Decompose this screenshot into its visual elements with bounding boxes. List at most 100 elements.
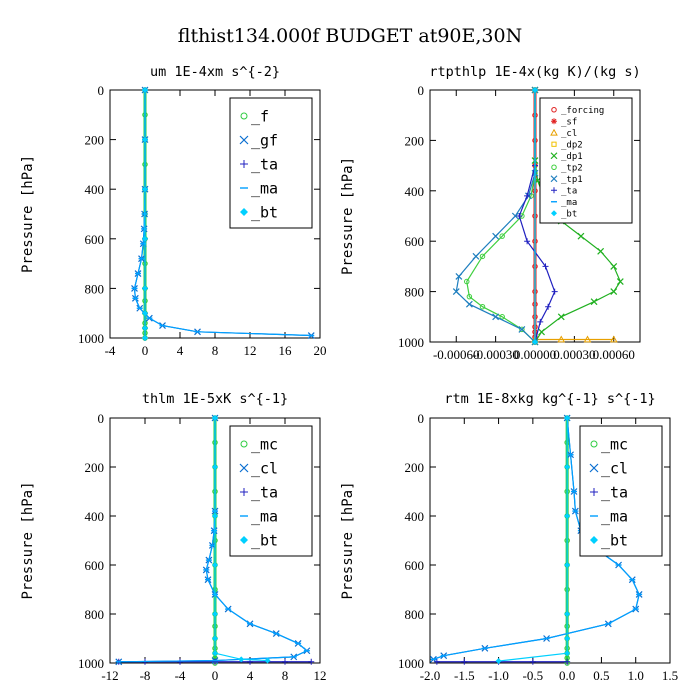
series-marker bbox=[499, 233, 505, 239]
series-marker bbox=[542, 263, 549, 270]
series-marker bbox=[240, 536, 248, 544]
series-marker bbox=[511, 212, 519, 220]
series-marker bbox=[472, 252, 480, 260]
y-tick-label: 1000 bbox=[78, 656, 104, 671]
legend-label: _cl bbox=[561, 129, 577, 139]
series-marker bbox=[551, 107, 557, 113]
series-marker bbox=[551, 288, 558, 295]
y-tick-label: 0 bbox=[418, 83, 425, 98]
legend: _f _gf _ta _ma _bt bbox=[229, 97, 313, 229]
series-marker bbox=[557, 313, 565, 321]
series-marker bbox=[212, 513, 218, 519]
y-axis-label: Pressure [hPa] bbox=[340, 157, 356, 275]
legend-label: _dp1 bbox=[561, 152, 583, 162]
series-marker bbox=[466, 293, 473, 300]
y-tick-label: 400 bbox=[405, 184, 425, 199]
y-tick-label: 200 bbox=[85, 460, 105, 475]
series-marker bbox=[551, 141, 557, 147]
x-tick-label: -8 bbox=[140, 668, 151, 683]
series-marker bbox=[212, 635, 218, 642]
series-marker bbox=[240, 208, 248, 216]
series-marker bbox=[308, 658, 315, 665]
x-tick-label: -1.5 bbox=[454, 668, 475, 683]
x-tick-label: -0.00030 bbox=[472, 347, 519, 362]
y-tick-label: 400 bbox=[85, 509, 105, 524]
x-tick-label: 4 bbox=[177, 343, 184, 358]
series-marker bbox=[142, 310, 148, 317]
series-marker bbox=[240, 112, 248, 120]
x-tick-label: 0.5 bbox=[593, 668, 609, 683]
legend-label: _ma bbox=[601, 507, 628, 525]
series-marker bbox=[550, 152, 558, 160]
y-axis-label: Pressure [hPa] bbox=[20, 155, 36, 273]
legend: _mc _cl _ta _ma _bt bbox=[229, 425, 313, 557]
series-marker bbox=[564, 415, 571, 421]
series-marker bbox=[239, 135, 249, 145]
x-tick-label: 1.5 bbox=[662, 668, 678, 683]
y-tick-label: 0 bbox=[418, 411, 425, 426]
panel-subtitle: rtm 1E-8xkg kg^{-1} s^{-1} bbox=[444, 391, 655, 407]
legend-label: _tp2 bbox=[561, 163, 583, 173]
y-tick-label: 1000 bbox=[78, 331, 104, 346]
series-marker bbox=[545, 303, 552, 310]
legend-label: _ta bbox=[601, 483, 628, 501]
series-marker bbox=[590, 488, 598, 496]
series-marker bbox=[589, 463, 599, 473]
legend-label: _f bbox=[251, 107, 269, 125]
series-marker bbox=[577, 232, 585, 240]
legend-label: _sf bbox=[561, 117, 577, 127]
legend-box bbox=[539, 97, 633, 224]
series-marker bbox=[238, 656, 245, 663]
series-marker bbox=[616, 278, 624, 285]
legend-label: _tp1 bbox=[561, 175, 583, 185]
x-tick-label: 4 bbox=[247, 668, 254, 683]
series-marker bbox=[433, 658, 440, 665]
series-marker bbox=[212, 658, 218, 665]
series-marker bbox=[452, 288, 460, 296]
y-tick-label: 800 bbox=[405, 285, 425, 300]
y-tick-label: 200 bbox=[405, 133, 425, 148]
series-marker bbox=[557, 335, 566, 343]
legend-label: _mc bbox=[601, 435, 628, 453]
y-tick-label: 800 bbox=[405, 607, 425, 622]
series-group bbox=[430, 414, 643, 666]
series-marker bbox=[142, 186, 148, 193]
series-marker bbox=[524, 238, 531, 245]
y-tick-label: 800 bbox=[85, 607, 105, 622]
legend-label: _cl bbox=[251, 459, 278, 477]
legend-label: _cl bbox=[601, 459, 628, 477]
legend-label: _gf bbox=[251, 131, 278, 149]
series-marker bbox=[212, 611, 218, 617]
panel-subtitle: thlm 1E-5xK s^{-1} bbox=[142, 391, 288, 407]
y-tick-label: 600 bbox=[85, 232, 105, 247]
chart-panel-3: thlm 1E-5xK s^{-1} Pressure [hPa] 0 200 400 6… bbox=[20, 391, 327, 683]
series-marker bbox=[551, 118, 557, 125]
legend-label: _bt bbox=[251, 531, 278, 549]
series-marker bbox=[551, 187, 557, 194]
series-line-dp1 bbox=[534, 90, 621, 343]
series-marker bbox=[212, 650, 218, 657]
y-tick-label: 600 bbox=[405, 558, 425, 573]
series-marker bbox=[240, 488, 248, 496]
series-marker bbox=[142, 335, 148, 341]
series-group bbox=[452, 86, 624, 346]
legend-label: _ta bbox=[251, 483, 278, 501]
series-marker bbox=[532, 87, 538, 93]
x-tick-label: 8 bbox=[282, 668, 289, 683]
series-marker bbox=[564, 635, 571, 642]
series-marker bbox=[551, 164, 557, 170]
x-tick-label: 0 bbox=[212, 668, 219, 683]
series-marker bbox=[240, 440, 248, 448]
series-marker bbox=[142, 87, 148, 93]
series-marker bbox=[518, 325, 526, 333]
y-tick-label: 600 bbox=[85, 558, 105, 573]
series-marker bbox=[177, 658, 183, 665]
series-marker bbox=[610, 262, 618, 270]
x-tick-label: -0.5 bbox=[523, 668, 544, 683]
series-line-bt bbox=[498, 418, 568, 662]
series-marker bbox=[461, 658, 468, 665]
x-tick-label: 0 bbox=[142, 343, 149, 358]
series-marker bbox=[590, 440, 598, 448]
series-group bbox=[131, 86, 315, 341]
legend-label: _bt bbox=[601, 531, 628, 549]
